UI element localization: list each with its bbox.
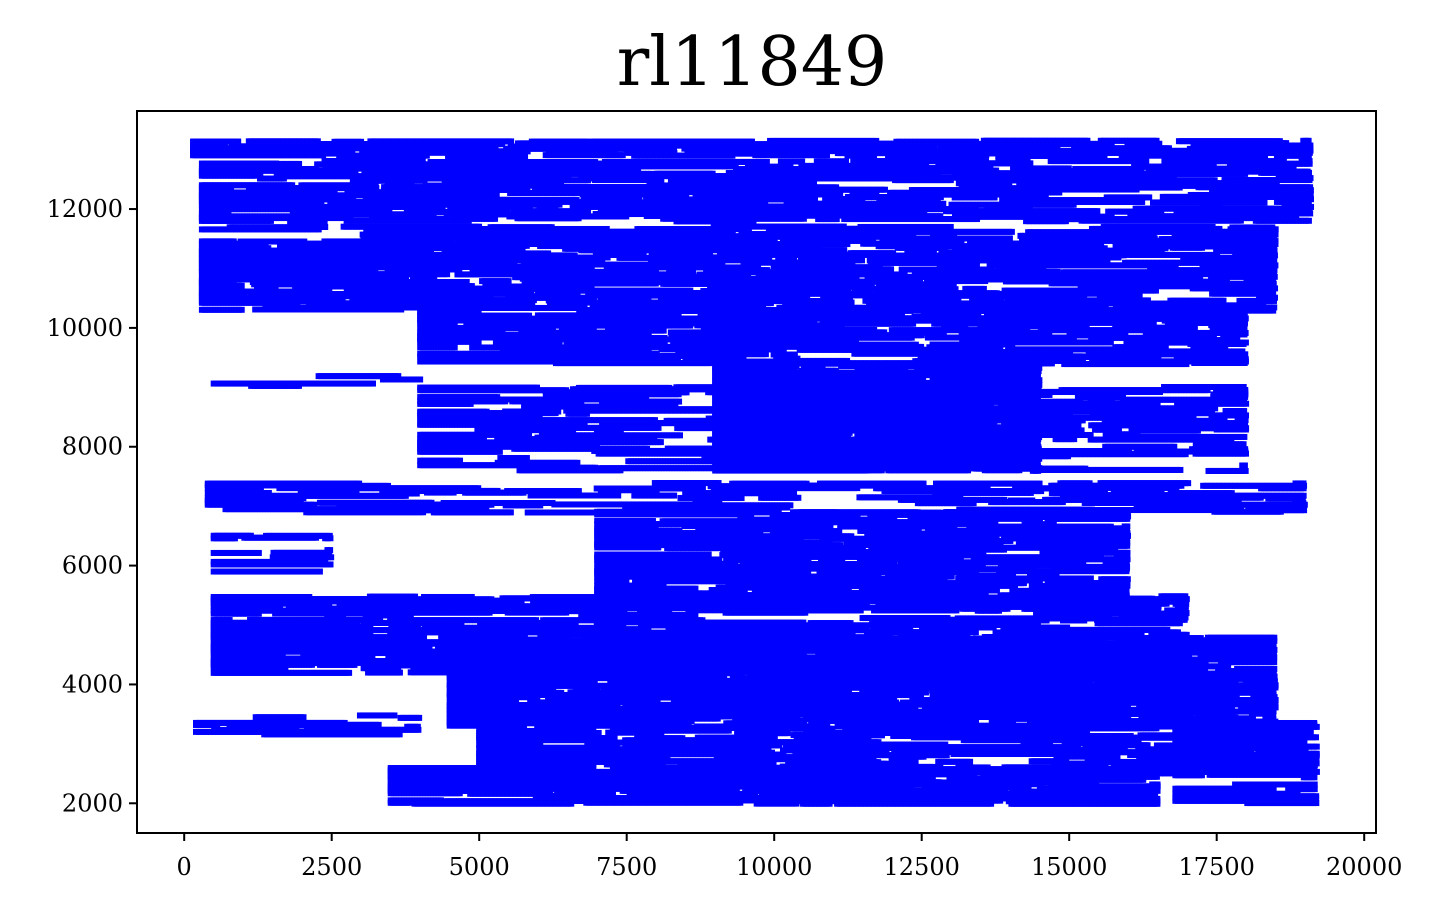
chart-title: rl11849 — [617, 23, 888, 102]
data-point — [1166, 145, 1172, 151]
data-points — [190, 138, 1320, 807]
